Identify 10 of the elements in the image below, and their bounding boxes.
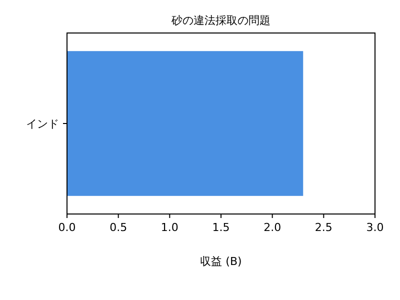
chart-title: 砂の違法採取の問題 bbox=[170, 14, 270, 27]
x-tick-label: 1.5 bbox=[212, 221, 230, 234]
x-axis-title: 収益 (B) bbox=[200, 255, 242, 268]
x-tick-label: 1.0 bbox=[160, 221, 178, 234]
y-tick-label: インド bbox=[26, 118, 59, 130]
x-tick-label: 2.0 bbox=[264, 221, 282, 234]
x-tick-label: 0.0 bbox=[58, 221, 76, 234]
x-tick-label: 0.5 bbox=[110, 221, 128, 234]
x-tick-label: 3.0 bbox=[366, 221, 384, 234]
x-tick-label: 2.5 bbox=[314, 221, 332, 234]
